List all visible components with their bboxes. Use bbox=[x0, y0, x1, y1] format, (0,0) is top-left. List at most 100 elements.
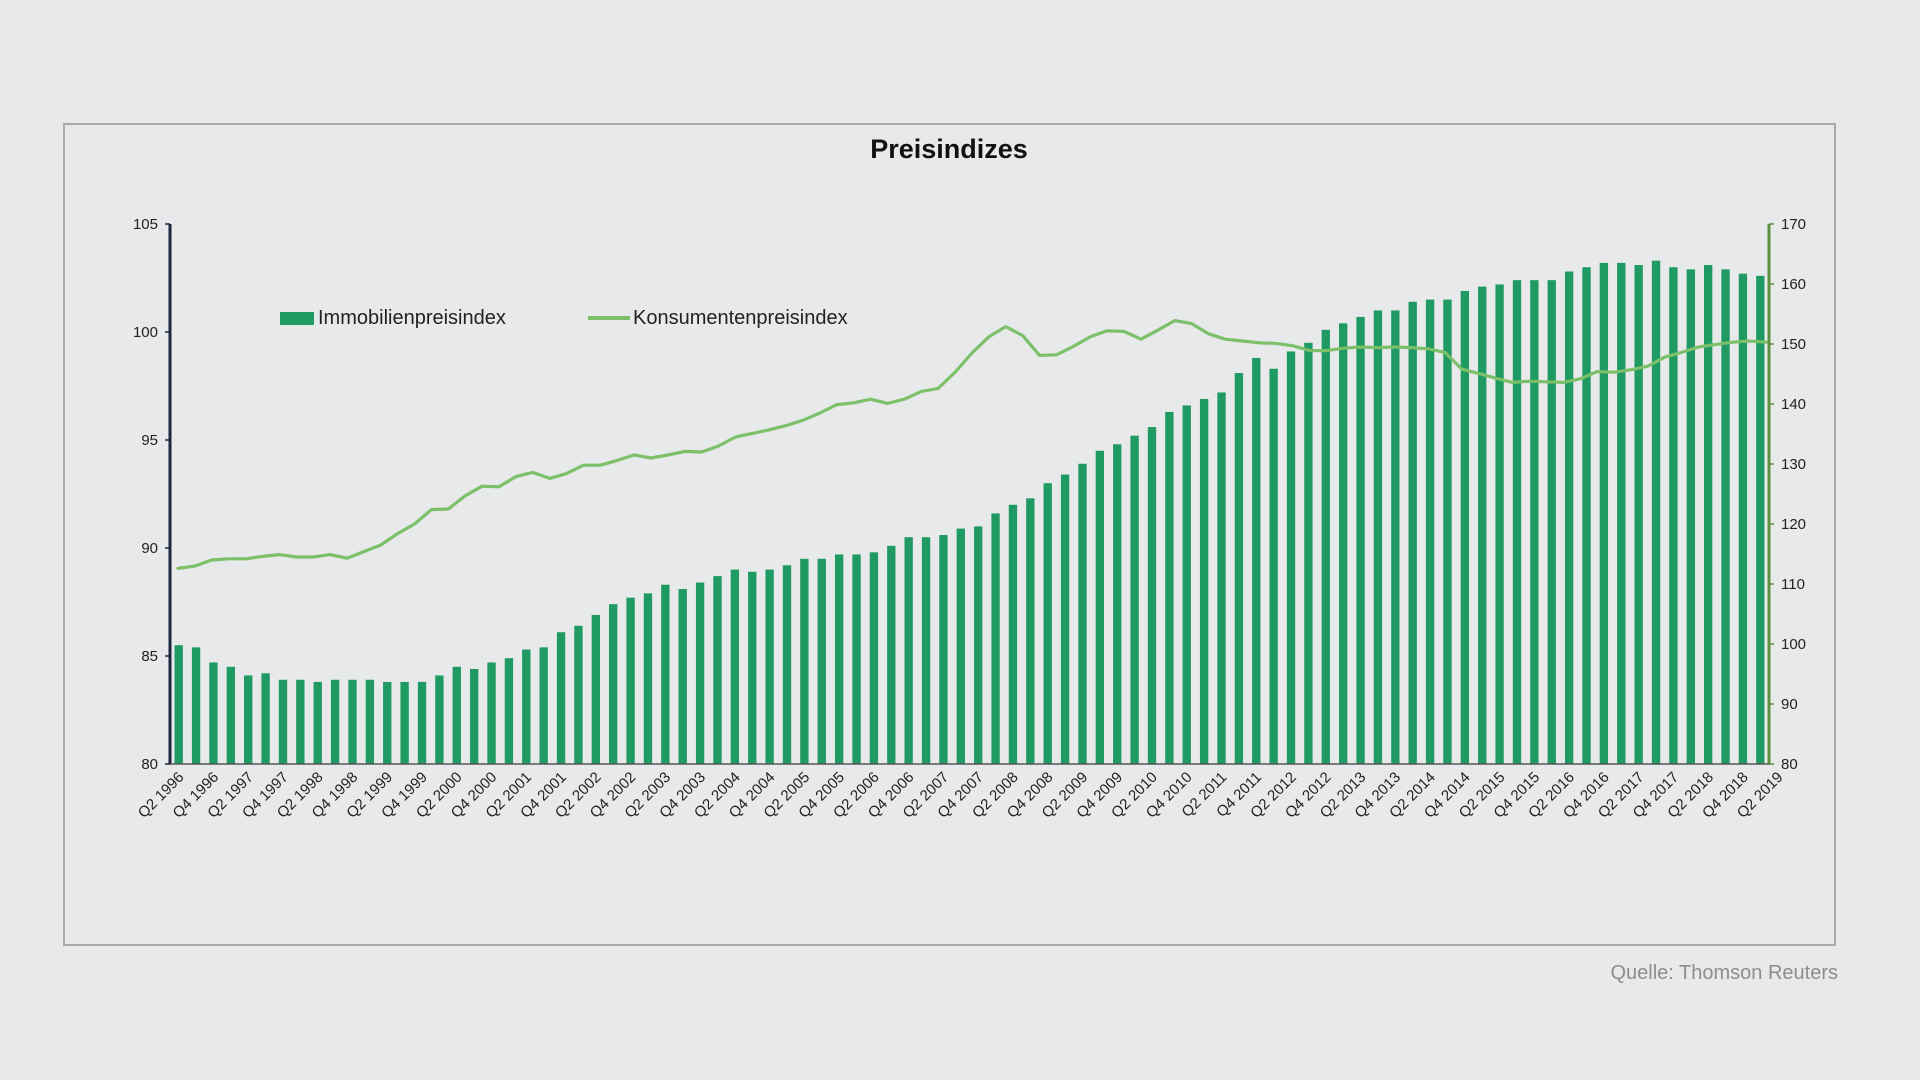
left-axis-tick-label: 90 bbox=[141, 540, 158, 557]
bar-immobilien bbox=[1391, 310, 1400, 764]
bar-immobilien bbox=[1512, 280, 1522, 764]
left-axis: 80 85 90 95 100 105 bbox=[133, 216, 172, 773]
right-axis-tick-label: 90 bbox=[1781, 696, 1798, 713]
bar-immobilien bbox=[261, 673, 270, 764]
bar-immobilien bbox=[1547, 280, 1556, 764]
bar-immobilien bbox=[1756, 275, 1765, 764]
bar-immobilien bbox=[1339, 323, 1348, 764]
bar-immobilien bbox=[1634, 265, 1643, 764]
bar-immobilien bbox=[522, 649, 531, 764]
bar-immobilien bbox=[748, 571, 757, 764]
right-axis-tick-label: 170 bbox=[1781, 216, 1806, 233]
bar-immobilien bbox=[1599, 262, 1609, 764]
bar-immobilien bbox=[1304, 342, 1313, 764]
bar-immobilien bbox=[1478, 286, 1487, 764]
left-axis-tick-label: 95 bbox=[141, 432, 158, 449]
chart-title: Preisindizes bbox=[870, 134, 1028, 164]
bar-immobilien bbox=[1669, 267, 1678, 764]
bar-immobilien bbox=[921, 537, 931, 764]
bar-immobilien bbox=[504, 658, 514, 764]
bar-immobilien bbox=[556, 632, 566, 764]
bar-immobilien bbox=[1008, 504, 1018, 764]
bar-immobilien bbox=[661, 584, 670, 764]
bar-immobilien bbox=[383, 681, 392, 764]
bar-immobilien bbox=[1373, 310, 1383, 764]
bar-immobilien bbox=[1721, 269, 1730, 764]
legend-label-konsumenten: Konsumentenpreisindex bbox=[633, 307, 848, 329]
right-axis-tick-label: 130 bbox=[1781, 456, 1806, 473]
bar-immobilien bbox=[278, 679, 288, 764]
bar-immobilien bbox=[1425, 299, 1435, 764]
bar-immobilien bbox=[348, 679, 357, 764]
chart-frame: Preisindizes 80 85 90 95 100 105 80 90 100 110 12… bbox=[63, 123, 1836, 946]
bar-immobilien bbox=[1234, 373, 1244, 764]
left-axis-tick-label: 80 bbox=[141, 756, 158, 773]
bar-immobilien bbox=[1026, 498, 1035, 764]
bar-immobilien bbox=[574, 625, 583, 764]
bar-immobilien bbox=[1321, 329, 1330, 764]
bar-immobilien bbox=[974, 526, 983, 764]
bar-immobilien bbox=[1060, 474, 1070, 764]
bar-immobilien bbox=[1564, 271, 1574, 764]
bar-immobilien bbox=[956, 528, 965, 764]
bar-immobilien bbox=[1704, 265, 1713, 764]
right-axis-tick-label: 150 bbox=[1781, 336, 1806, 353]
bar-immobilien bbox=[904, 537, 913, 764]
bar-immobilien bbox=[1095, 450, 1105, 764]
bar-immobilien bbox=[1269, 368, 1278, 764]
legend-label-immobilien: Immobilienpreisindex bbox=[318, 307, 506, 329]
bar-immobilien bbox=[939, 535, 948, 764]
bar-immobilien bbox=[469, 668, 479, 764]
line-layer bbox=[176, 319, 1768, 570]
right-axis-tick-label: 110 bbox=[1781, 576, 1805, 593]
bar-immobilien bbox=[1078, 463, 1087, 764]
bar-immobilien bbox=[730, 569, 740, 764]
bar-immobilien bbox=[713, 576, 722, 764]
bar-immobilien bbox=[174, 645, 183, 764]
bars-group bbox=[174, 260, 1765, 764]
bar-immobilien bbox=[1182, 405, 1191, 764]
bar-immobilien bbox=[452, 666, 461, 764]
right-axis-tick-label: 160 bbox=[1781, 276, 1806, 293]
bar-immobilien bbox=[1686, 269, 1695, 764]
chart-svg: Preisindizes 80 85 90 95 100 105 80 90 100 110 12… bbox=[133, 134, 1806, 822]
bar-immobilien bbox=[1147, 427, 1157, 764]
bar-immobilien bbox=[1217, 392, 1226, 764]
bar-immobilien bbox=[330, 679, 340, 764]
bar-immobilien bbox=[782, 565, 792, 764]
left-axis-tick-label: 85 bbox=[141, 648, 158, 665]
bar-immobilien bbox=[1530, 280, 1539, 764]
right-axis-tick-label: 100 bbox=[1781, 636, 1806, 653]
right-axis-tick-label: 140 bbox=[1781, 396, 1806, 413]
bar-immobilien bbox=[1408, 301, 1417, 764]
bar-immobilien bbox=[435, 675, 444, 764]
bar-immobilien bbox=[296, 679, 305, 764]
line-konsumenten bbox=[176, 319, 1768, 570]
left-axis-tick-label: 105 bbox=[133, 216, 158, 233]
source-note: Quelle: Thomson Reuters bbox=[1610, 962, 1838, 984]
bar-immobilien bbox=[1495, 284, 1504, 764]
bar-immobilien bbox=[887, 545, 896, 764]
legend-swatch-immobilien bbox=[280, 312, 314, 325]
bar-immobilien bbox=[800, 558, 809, 764]
bar-immobilien bbox=[609, 604, 618, 764]
bar-immobilien bbox=[1738, 273, 1748, 764]
bar-immobilien bbox=[487, 662, 496, 764]
bar-immobilien bbox=[1582, 267, 1591, 764]
legend: Immobilienpreisindex Konsumentenpreisind… bbox=[280, 307, 848, 329]
bar-immobilien bbox=[1651, 260, 1661, 764]
bar-immobilien bbox=[1130, 435, 1139, 764]
bar-immobilien bbox=[695, 582, 705, 764]
bar-immobilien bbox=[591, 614, 600, 764]
bar-immobilien bbox=[643, 593, 653, 764]
bar-immobilien bbox=[365, 679, 375, 764]
bar-immobilien bbox=[417, 681, 427, 764]
bar-immobilien bbox=[209, 662, 218, 764]
bar-immobilien bbox=[1199, 398, 1209, 764]
bar-immobilien bbox=[765, 569, 774, 764]
bar-immobilien bbox=[1443, 299, 1452, 764]
bar-immobilien bbox=[539, 647, 548, 764]
right-axis-tick-label: 80 bbox=[1781, 756, 1798, 773]
bar-immobilien bbox=[1165, 411, 1174, 764]
